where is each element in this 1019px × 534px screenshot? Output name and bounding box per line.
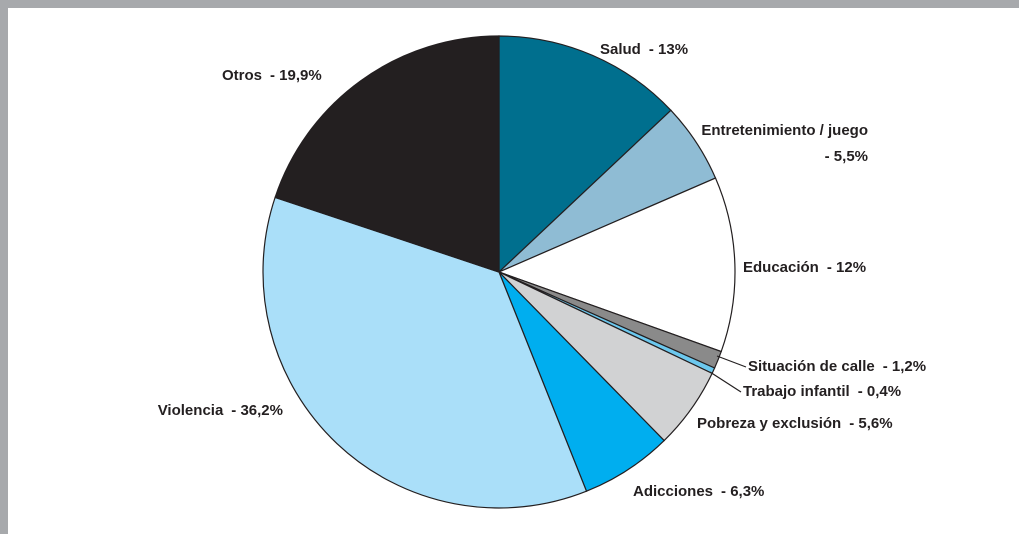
category-name: Adicciones (633, 483, 713, 500)
slice-label: Pobreza y exclusión - 5,6% (697, 415, 893, 432)
value-label: - 19,9% (270, 67, 322, 84)
category-name: Violencia (158, 402, 224, 419)
slice-label: Situación de calle - 1,2% (748, 358, 926, 375)
category-name: Entretenimiento / juego (701, 122, 868, 139)
leader-line (716, 355, 747, 368)
pie-slice (262, 196, 588, 509)
value-label: - 5,6% (849, 415, 892, 432)
pie (262, 35, 736, 509)
value-label: - 6,3% (721, 483, 764, 500)
slice-label: Violencia - 36,2% (158, 402, 283, 419)
pie-slice (497, 177, 736, 353)
category-name: Otros (222, 67, 262, 84)
slice-label: Adicciones - 6,3% (633, 483, 764, 500)
category-name: Trabajo infantil (743, 383, 850, 400)
category-name: Salud (600, 41, 641, 58)
category-name: Pobreza y exclusión (697, 415, 841, 432)
pie-slice (274, 35, 500, 273)
slice-label: Salud - 13% (600, 41, 688, 58)
labels: Salud - 13%Entretenimiento / juego - 5,5%E… (158, 41, 926, 500)
frame-top (0, 0, 1019, 8)
value-label: - 36,2% (231, 402, 283, 419)
value-label: - 0,4% (858, 383, 901, 400)
value-label: - 13% (649, 41, 688, 58)
frame-left (0, 0, 8, 534)
slice-label: Otros - 19,9% (222, 67, 322, 84)
slice-label: Educación - 12% (743, 259, 866, 276)
slice-label: Entretenimiento / juego - 5,5% (701, 122, 868, 165)
category-name: Educación (743, 259, 819, 276)
slice-label: Trabajo infantil - 0,4% (743, 383, 901, 400)
value-label: - 1,2% (883, 358, 926, 375)
category-name: Situación de calle (748, 358, 875, 375)
value-label: - 5,5% (825, 148, 868, 165)
pie-slice (498, 35, 672, 274)
leader-line (709, 371, 742, 393)
value-label: - 12% (827, 259, 866, 276)
